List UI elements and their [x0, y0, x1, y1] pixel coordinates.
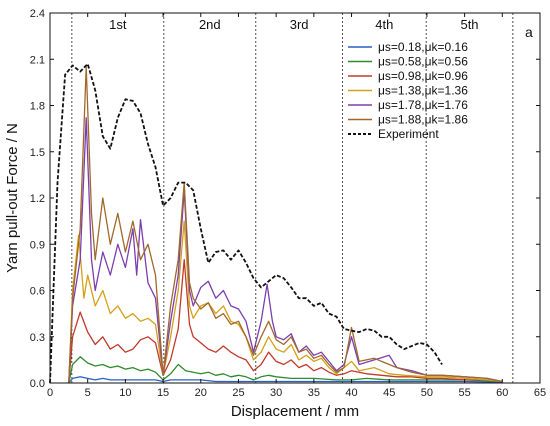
y-tick-label: 0.0 — [30, 378, 45, 390]
region-label: 4th — [375, 17, 393, 32]
x-tick-label: 45 — [383, 387, 395, 399]
x-tick-label: 0 — [47, 387, 53, 399]
y-tick-label: 2.1 — [30, 54, 45, 66]
x-tick-label: 50 — [421, 387, 433, 399]
y-tick-label: 0.6 — [30, 286, 45, 298]
legend: μs=0.18,μk=0.16μs=0.58,μk=0.56μs=0.98,μk… — [348, 40, 468, 141]
series-line-3 — [68, 259, 503, 384]
region-label: 1st — [109, 17, 127, 32]
y-tick-label: 0.9 — [30, 239, 45, 251]
x-tick-label: 5 — [85, 387, 91, 399]
series-line-7 — [49, 63, 443, 384]
x-tick-label: 65 — [534, 387, 546, 399]
x-tick-label: 25 — [232, 387, 244, 399]
series-line-2 — [68, 356, 503, 384]
region-dividers: 1st 2nd 3rd 4th 5th — [71, 13, 514, 383]
legend-label: μs=0.18,μk=0.16 — [378, 40, 468, 54]
x-tick-label: 20 — [195, 387, 207, 399]
y-tick-label: 1.5 — [30, 147, 45, 159]
x-tick-label: 15 — [157, 387, 169, 399]
y-tick-label: 0.3 — [30, 332, 45, 344]
y-tick-label: 1.2 — [30, 193, 45, 205]
region-label: 3rd — [290, 17, 309, 32]
series-line-5 — [68, 117, 503, 384]
y-tick-label: 2.4 — [30, 8, 45, 20]
legend-label: μs=0.98,μk=0.96 — [378, 69, 468, 83]
x-tick-label: 40 — [345, 387, 357, 399]
x-tick-label: 10 — [119, 387, 131, 399]
legend-label: μs=1.38,μk=1.36 — [378, 84, 468, 98]
x-tick-label: 35 — [308, 387, 320, 399]
legend-label: μs=0.58,μk=0.56 — [378, 55, 468, 69]
series-lines — [49, 63, 503, 384]
x-tick-label: 55 — [458, 387, 470, 399]
legend-label: Experiment — [378, 127, 439, 141]
panel-label: a — [525, 24, 533, 40]
legend-label: μs=1.78,μk=1.76 — [378, 98, 468, 112]
axes: 0 5 10 15 20 25 30 35 40 45 50 55 60 65 0.0 0.3 0.6 0.9 1.… — [30, 8, 546, 399]
y-axis-title: Yarn pull-out Force / N — [4, 123, 21, 273]
series-line-6 — [68, 66, 503, 384]
region-label: 2nd — [199, 17, 221, 32]
region-label: 5th — [460, 17, 478, 32]
y-tick-label: 1.8 — [30, 101, 45, 113]
x-axis-title: Displacement / mm — [231, 403, 359, 420]
x-tick-label: 60 — [496, 387, 508, 399]
legend-label: μs=1.88,μk=1.86 — [378, 113, 468, 127]
x-tick-label: 30 — [270, 387, 282, 399]
